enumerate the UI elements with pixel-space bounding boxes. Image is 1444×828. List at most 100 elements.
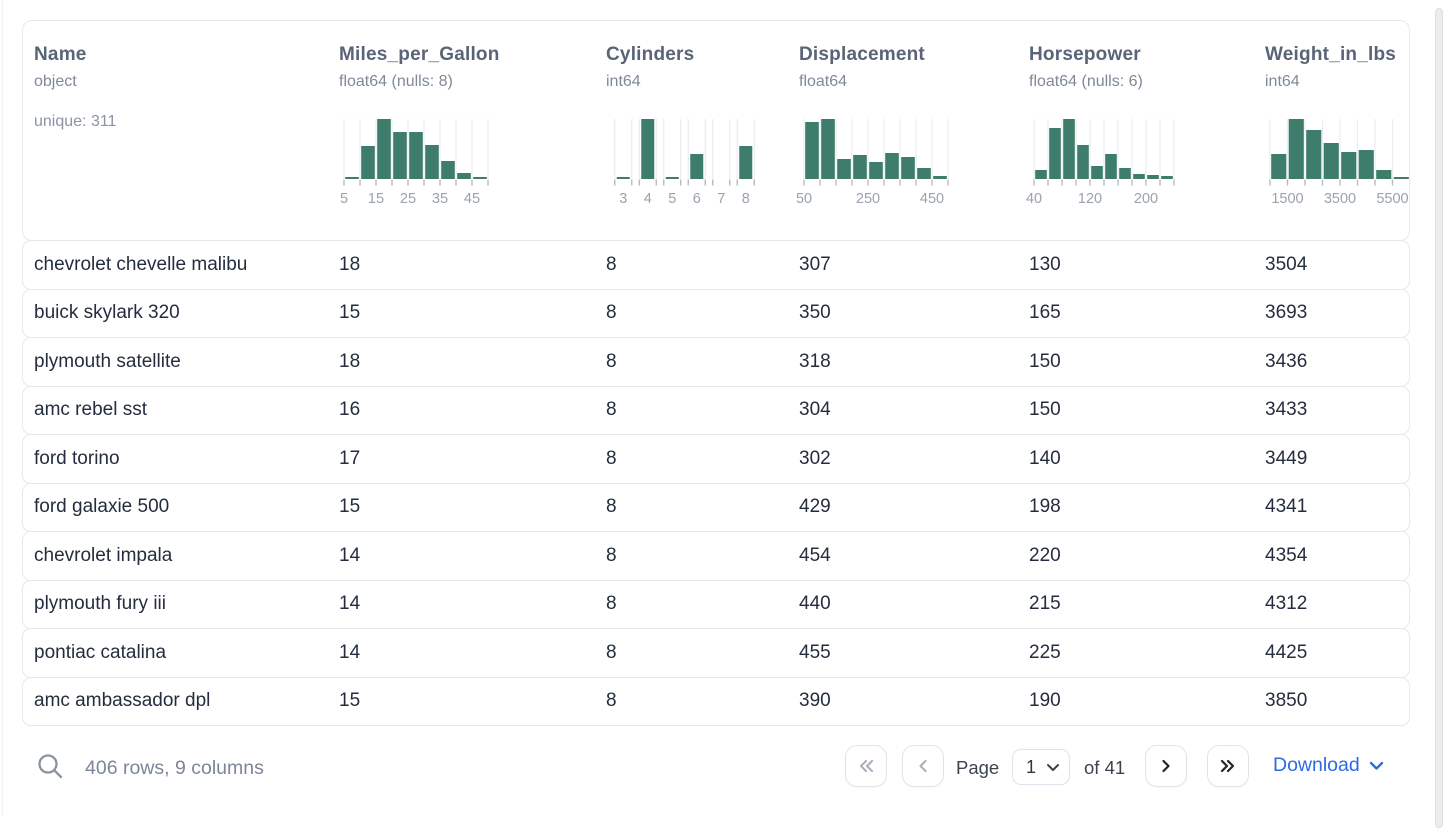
cell-horsepower: 198 bbox=[1029, 496, 1061, 518]
cell-weight-in-lbs: 3433 bbox=[1265, 399, 1308, 421]
svg-text:120: 120 bbox=[1078, 191, 1102, 207]
cell-displacement: 307 bbox=[799, 253, 831, 275]
column-dtype: float64 bbox=[799, 73, 848, 90]
svg-text:5: 5 bbox=[668, 191, 676, 207]
table-row[interactable]: amc rebel sst 16 8 304 150 3433 bbox=[22, 385, 1410, 435]
table-row[interactable]: buick skylark 320 15 8 350 165 3693 bbox=[22, 288, 1410, 338]
cell-horsepower: 150 bbox=[1029, 350, 1061, 372]
column-title: Miles_per_Gallon bbox=[339, 44, 500, 65]
cell-weight-in-lbs: 3693 bbox=[1265, 302, 1308, 324]
cell-displacement: 302 bbox=[799, 447, 831, 469]
cell-name: chevrolet chevelle malibu bbox=[34, 253, 248, 275]
column-header-displacement[interactable]: Displacement float64 50 250 450 bbox=[796, 21, 1029, 209]
svg-text:450: 450 bbox=[920, 191, 944, 207]
column-header-weight-in-lbs[interactable]: Weight_in_lbs int64 1500 3500 5500 bbox=[1265, 21, 1409, 209]
previous-page-button[interactable] bbox=[902, 745, 944, 787]
column-header-name[interactable]: Name object unique: 311 bbox=[34, 21, 339, 131]
column-header-cylinders[interactable]: Cylinders int64 3 4 5 6 7 8 bbox=[606, 21, 799, 209]
table-body: chevrolet chevelle malibu 18 8 307 130 3504 bu… bbox=[22, 240, 1410, 726]
cell-miles-per-gallon: 15 bbox=[339, 302, 361, 324]
cell-name: pontiac catalina bbox=[34, 641, 167, 663]
cell-displacement: 390 bbox=[799, 690, 831, 712]
column-title: Name bbox=[34, 44, 87, 65]
page-label: Page bbox=[956, 757, 1000, 778]
cell-miles-per-gallon: 16 bbox=[339, 399, 361, 421]
svg-text:200: 200 bbox=[1134, 191, 1158, 207]
page-select[interactable]: 1 bbox=[1012, 749, 1070, 785]
svg-text:45: 45 bbox=[464, 191, 480, 207]
cell-miles-per-gallon: 14 bbox=[339, 593, 361, 615]
cell-cylinders: 8 bbox=[606, 302, 617, 324]
column-dtype: int64 bbox=[1265, 73, 1300, 90]
histogram-displacement[interactable]: 50 250 450 bbox=[796, 117, 1029, 209]
histogram-weight-in-lbs[interactable]: 1500 3500 5500 bbox=[1269, 117, 1409, 209]
cell-cylinders: 8 bbox=[606, 544, 617, 566]
column-header-horsepower[interactable]: Horsepower float64 (nulls: 6) 40 120 200 bbox=[1026, 21, 1265, 209]
table-row[interactable]: pontiac catalina 14 8 455 225 4425 bbox=[22, 628, 1410, 678]
first-page-button[interactable] bbox=[845, 745, 887, 787]
last-page-button[interactable] bbox=[1207, 745, 1249, 787]
svg-text:25: 25 bbox=[400, 191, 416, 207]
histogram-horsepower[interactable]: 40 120 200 bbox=[1026, 117, 1265, 209]
download-button[interactable]: Download bbox=[1273, 754, 1384, 777]
cell-displacement: 454 bbox=[799, 544, 831, 566]
svg-text:1500: 1500 bbox=[1271, 191, 1303, 207]
cell-cylinders: 8 bbox=[606, 350, 617, 372]
table-row[interactable]: chevrolet chevelle malibu 18 8 307 130 3504 bbox=[22, 240, 1410, 290]
vertical-scrollbar[interactable] bbox=[1435, 8, 1443, 828]
column-dtype: object bbox=[34, 73, 77, 90]
cell-horsepower: 130 bbox=[1029, 253, 1061, 275]
double-chevron-left-icon bbox=[859, 759, 874, 773]
cell-cylinders: 8 bbox=[606, 496, 617, 518]
cell-horsepower: 215 bbox=[1029, 593, 1061, 615]
table-header: Name object unique: 311 Miles_per_Gallon flo… bbox=[22, 20, 1410, 241]
cell-horsepower: 140 bbox=[1029, 447, 1061, 469]
cell-weight-in-lbs: 4425 bbox=[1265, 641, 1308, 663]
chevron-down-icon bbox=[1047, 763, 1059, 771]
cell-horsepower: 220 bbox=[1029, 544, 1061, 566]
column-header-miles-per-gallon[interactable]: Miles_per_Gallon float64 (nulls: 8) 5 15 25 3… bbox=[339, 21, 606, 209]
download-label: Download bbox=[1273, 754, 1360, 776]
table-row[interactable]: ford galaxie 500 15 8 429 198 4341 bbox=[22, 482, 1410, 532]
cell-displacement: 350 bbox=[799, 302, 831, 324]
cell-miles-per-gallon: 15 bbox=[339, 496, 361, 518]
cell-miles-per-gallon: 15 bbox=[339, 690, 361, 712]
cell-miles-per-gallon: 17 bbox=[339, 447, 361, 469]
cell-weight-in-lbs: 4312 bbox=[1265, 593, 1308, 615]
cell-horsepower: 150 bbox=[1029, 399, 1061, 421]
cell-horsepower: 165 bbox=[1029, 302, 1061, 324]
double-chevron-right-icon bbox=[1220, 759, 1235, 773]
cell-displacement: 304 bbox=[799, 399, 831, 421]
row-column-count: 406 rows, 9 columns bbox=[85, 757, 264, 779]
svg-text:4: 4 bbox=[644, 191, 652, 207]
cell-displacement: 440 bbox=[799, 593, 831, 615]
cell-cylinders: 8 bbox=[606, 253, 617, 275]
cell-cylinders: 8 bbox=[606, 399, 617, 421]
next-page-button[interactable] bbox=[1145, 745, 1187, 787]
svg-text:250: 250 bbox=[856, 191, 880, 207]
table-row[interactable]: chevrolet impala 14 8 454 220 4354 bbox=[22, 531, 1410, 581]
cell-name: buick skylark 320 bbox=[34, 302, 180, 324]
cell-name: ford galaxie 500 bbox=[34, 496, 170, 518]
cell-weight-in-lbs: 3504 bbox=[1265, 253, 1308, 275]
table-row[interactable]: ford torino 17 8 302 140 3449 bbox=[22, 434, 1410, 484]
cell-miles-per-gallon: 14 bbox=[339, 641, 361, 663]
table-row[interactable]: plymouth fury iii 14 8 440 215 4312 bbox=[22, 579, 1410, 629]
table-row[interactable]: plymouth satellite 18 8 318 150 3436 bbox=[22, 337, 1410, 387]
svg-text:3500: 3500 bbox=[1324, 191, 1356, 207]
cell-cylinders: 8 bbox=[606, 447, 617, 469]
cell-name: amc ambassador dpl bbox=[34, 690, 211, 712]
cell-displacement: 455 bbox=[799, 641, 831, 663]
cell-weight-in-lbs: 3850 bbox=[1265, 690, 1308, 712]
page-edge-line bbox=[2, 0, 3, 816]
table-row[interactable]: amc ambassador dpl 15 8 390 190 3850 bbox=[22, 676, 1410, 726]
column-dtype: int64 bbox=[606, 73, 641, 90]
svg-text:7: 7 bbox=[717, 191, 725, 207]
column-title: Displacement bbox=[799, 44, 925, 65]
column-title: Horsepower bbox=[1029, 44, 1141, 65]
cell-cylinders: 8 bbox=[606, 593, 617, 615]
search-icon[interactable] bbox=[36, 752, 64, 780]
svg-text:35: 35 bbox=[432, 191, 448, 207]
histogram-miles-per-gallon[interactable]: 5 15 25 35 45 bbox=[340, 117, 606, 209]
